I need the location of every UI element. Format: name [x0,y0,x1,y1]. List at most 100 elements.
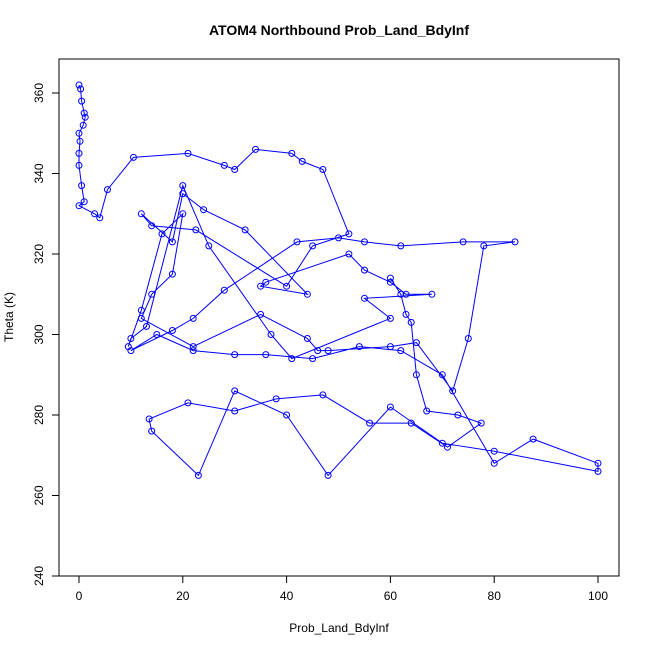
data-point [490,459,498,467]
data-point [168,270,176,278]
data-point [438,371,446,379]
data-point [145,415,153,423]
chart-title: ATOM4 Northbound Prob_Land_BdyInf [209,22,469,38]
data-point [319,166,327,173]
data-point [257,282,265,290]
data-point [104,186,111,194]
data-point [231,387,239,395]
data-point [79,121,87,129]
y-axis-label: Theta (K) [2,292,16,342]
data-point [148,222,156,230]
data-point [241,226,249,234]
x-axis-label: Prob_Land_BdyInf [289,621,389,635]
data-point [262,351,270,359]
data-point [200,206,208,214]
data-point [168,238,176,246]
data-point [303,290,311,298]
x-tick-label: 80 [488,589,502,603]
data-point [81,113,89,121]
data-point [127,347,135,355]
data-point [137,314,145,322]
y-tick-label: 300 [32,324,46,344]
data-point [267,331,275,338]
data-point [143,322,150,330]
data-point [184,399,192,407]
data-point [454,411,462,419]
data-point [309,355,317,363]
data-point [189,314,197,322]
data-point [397,290,405,298]
data-point [594,467,602,475]
data-point [355,343,363,351]
data-point [423,407,431,415]
data-point [205,242,213,250]
data-point [257,310,265,318]
data-point [76,137,84,145]
data-point [386,278,394,286]
data-point [490,447,498,455]
data-point [366,419,374,427]
data-point [137,210,145,218]
x-tick-label: 20 [176,589,190,603]
data-point [386,343,394,351]
data-point [386,314,394,322]
data-point [412,339,420,347]
data-point [412,371,420,379]
y-tick-label: 260 [32,485,46,505]
data-point [459,238,467,246]
data-point [464,335,472,342]
series-lines [78,84,599,477]
data-point [184,149,192,157]
data-point [314,347,322,355]
data-point [397,347,405,355]
data-point [293,238,301,246]
data-point [444,443,451,451]
data-point [130,153,137,161]
data-point [231,166,239,173]
data-point [77,85,85,93]
data-point [127,335,135,342]
data-point [345,230,353,238]
data-point [78,97,86,105]
y-tick-label: 320 [32,244,46,264]
data-point [189,343,197,351]
data-point [158,230,166,238]
y-tick-label: 340 [32,163,46,183]
data-point [361,294,368,302]
x-tick-label: 0 [76,589,83,603]
series-line [78,84,599,477]
data-point [283,411,291,419]
data-point [397,242,405,250]
data-point [96,214,104,222]
data-point [231,351,239,359]
data-point [179,210,187,218]
data-point [319,391,327,399]
data-point [477,419,485,427]
data-point [324,471,332,479]
x-tick-label: 40 [280,589,294,603]
data-point [75,129,83,137]
data-point [480,242,488,250]
data-point [272,395,280,403]
data-point [449,387,457,395]
x-tick-label: 100 [588,589,608,603]
data-point [298,157,306,165]
data-point [402,290,410,298]
data-point [283,282,291,290]
data-point [402,310,410,318]
data-point [511,238,519,246]
data-point [220,161,228,169]
data-point [179,190,187,198]
data-point [192,226,200,234]
y-tick-label: 240 [32,566,46,586]
data-point [75,161,83,169]
data-point [78,182,86,190]
data-point [80,109,88,117]
data-point [179,182,187,190]
data-point [153,331,161,338]
data-point [80,198,88,206]
data-point [309,242,317,250]
data-point [137,306,145,314]
